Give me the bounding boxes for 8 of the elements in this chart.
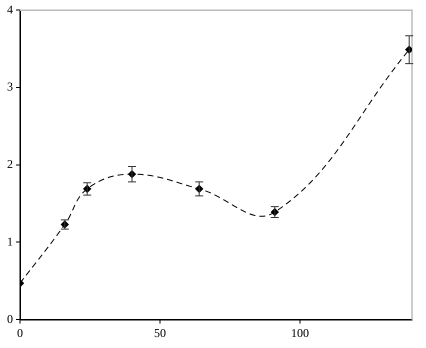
- x-tick-label: 0: [17, 326, 23, 340]
- y-tick-label: 0: [7, 312, 13, 326]
- y-tick-label: 1: [7, 234, 13, 248]
- y-tick-label: 3: [7, 80, 13, 94]
- x-tick-label: 50: [154, 326, 166, 340]
- y-tick-label: 2: [7, 157, 13, 172]
- y-tick-label: 4: [7, 2, 13, 16]
- x-tick-label: 100: [291, 326, 309, 340]
